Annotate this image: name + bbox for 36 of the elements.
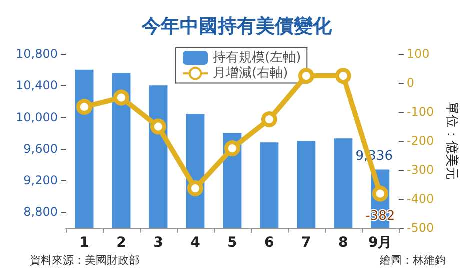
y2-tick-label: 0: [406, 76, 415, 90]
y2-tick-label: 100: [406, 47, 430, 61]
y2-tick-label: -400: [406, 192, 434, 206]
x-tick-label: 9月: [368, 235, 392, 251]
text: 繪圖：林維鈞: [379, 254, 446, 267]
x-tick-label: 4: [190, 235, 201, 251]
y-tick-label: 10,800: [16, 47, 58, 61]
x-tick-label: 7: [302, 235, 312, 251]
point: [261, 112, 278, 128]
x-tick-label: 6: [264, 235, 274, 251]
point: [187, 180, 204, 197]
point: [76, 99, 92, 116]
x-tick-label: 3: [154, 235, 164, 251]
x-tick-label: 8: [338, 235, 348, 251]
y2-tick-label: -300: [406, 163, 434, 177]
x-tick-label: 1: [80, 235, 90, 251]
point: [335, 68, 352, 84]
y2-axis-title: 單位：億美元: [444, 102, 460, 180]
y-tick-label: 10,400: [16, 78, 58, 93]
y-tick-label: 8,800: [24, 205, 58, 220]
y2-tick-label: -200: [406, 134, 434, 148]
x-tick-label: 5: [228, 235, 238, 251]
chart-title: 今年中國持有美債變化: [141, 16, 333, 38]
y-tick-label: 9,200: [24, 174, 58, 188]
y2-tick-label: -500: [406, 221, 434, 235]
point: [298, 68, 314, 84]
point: [150, 118, 166, 135]
source-note: 資料來源：美國財政部: [30, 254, 140, 267]
x-tick-label: 2: [116, 235, 126, 251]
point: [113, 90, 130, 106]
y-tick-label: 9,600: [24, 142, 58, 156]
point: [224, 140, 240, 157]
y-tick-label: 10,000: [16, 110, 58, 124]
y2-tick-label: -100: [406, 105, 434, 119]
legend-label: 月增減(右軸): [213, 66, 288, 82]
legend-label: 持有規模(左軸): [213, 50, 302, 66]
